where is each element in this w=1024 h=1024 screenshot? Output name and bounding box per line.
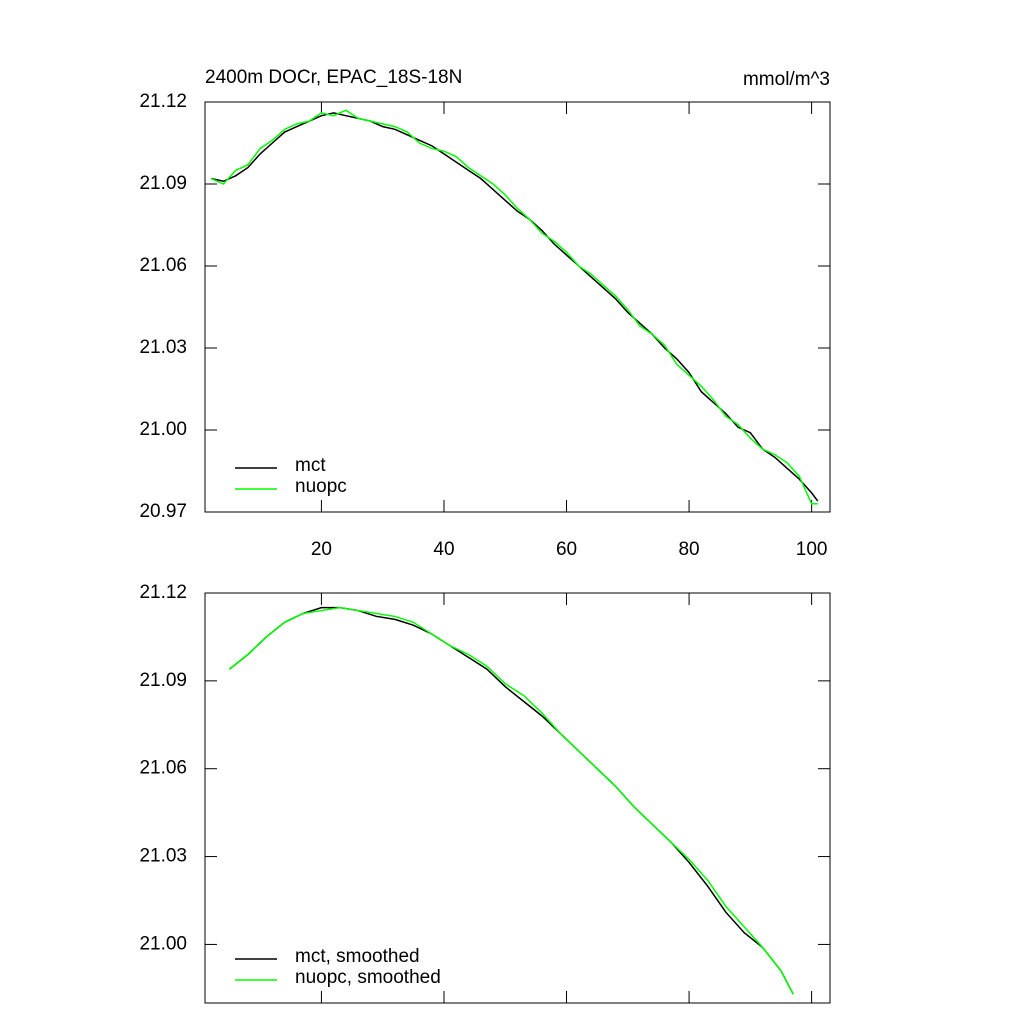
chart-title: 2400m DOCr, EPAC_18S-18N [205, 67, 462, 88]
x-tick-label: 80 [678, 539, 699, 560]
legend-label: mct, smoothed [295, 946, 420, 967]
units-label: mmol/m^3 [743, 69, 830, 90]
y-tick-label: 20.97 [139, 501, 187, 522]
legend-label: nuopc [295, 476, 347, 497]
legend-label: mct [295, 455, 326, 476]
plot-frame [204, 101, 831, 513]
y-tick-label: 21.00 [139, 933, 187, 954]
x-tick-label: 100 [796, 539, 828, 560]
y-tick-label: 21.03 [139, 337, 187, 358]
data-line [229, 606, 794, 995]
y-tick-label: 21.09 [139, 670, 187, 691]
y-tick-label: 21.12 [139, 91, 187, 112]
y-tick-label: 21.03 [139, 846, 187, 867]
legend-label: nuopc, smoothed [295, 967, 441, 988]
plot-frame [204, 592, 831, 1004]
x-tick-label: 60 [556, 539, 577, 560]
x-tick-label: 20 [311, 539, 332, 560]
y-tick-label: 21.06 [139, 758, 187, 779]
y-tick-label: 21.00 [139, 419, 187, 440]
data-line [210, 109, 818, 505]
y-tick-label: 21.06 [139, 255, 187, 276]
data-line [229, 606, 794, 995]
data-line [210, 112, 819, 502]
x-tick-label: 40 [433, 539, 454, 560]
y-tick-label: 21.09 [139, 173, 187, 194]
y-tick-label: 21.12 [139, 582, 187, 603]
